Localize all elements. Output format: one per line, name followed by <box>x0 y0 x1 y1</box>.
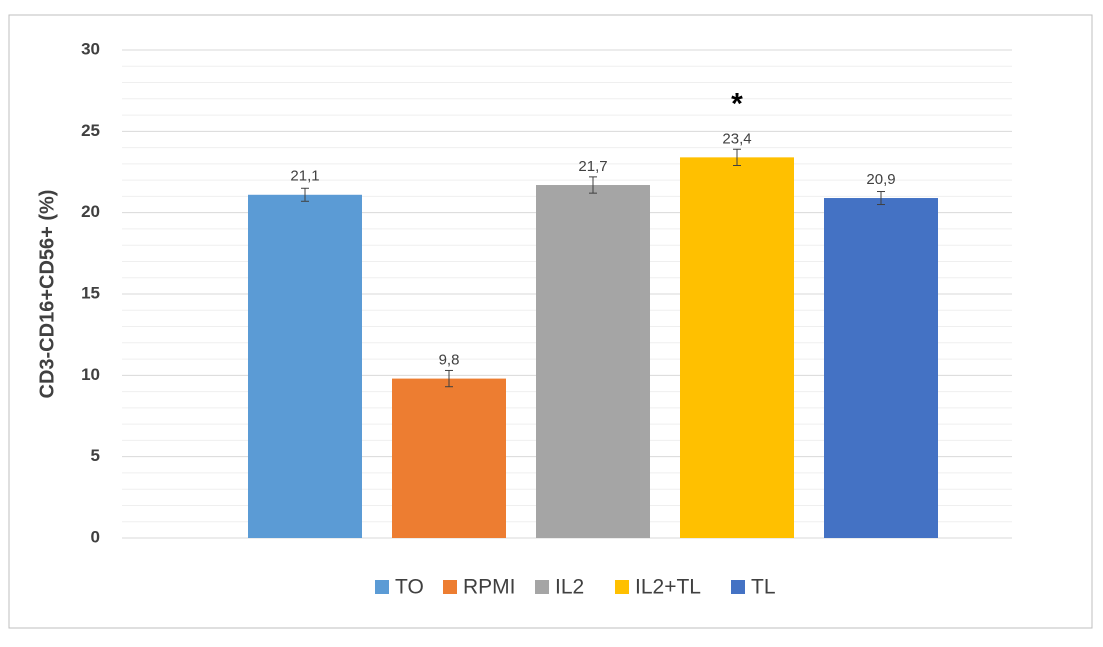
annotation: * <box>731 87 743 120</box>
value-label: 23,4 <box>722 130 751 147</box>
bar <box>248 194 362 539</box>
error-bar <box>445 369 453 388</box>
y-axis-label: CD3-CD16+CD56+ (%) <box>36 190 58 399</box>
bar <box>392 378 506 538</box>
value-label: 21,1 <box>290 168 319 185</box>
legend-label: IL2 <box>555 576 584 599</box>
value-label: 20,9 <box>866 171 895 188</box>
legend-swatch <box>615 580 629 594</box>
legend-label: RPMI <box>463 576 516 599</box>
bar <box>536 185 650 538</box>
bar <box>680 157 794 539</box>
error-bar <box>589 176 597 194</box>
legend-swatch <box>375 580 389 594</box>
value-label: 9,8 <box>439 352 460 369</box>
y-tick-label: 20 <box>81 202 100 221</box>
y-tick-label: 5 <box>91 446 100 465</box>
value-label: 21,7 <box>578 158 607 175</box>
y-tick-label: 25 <box>81 121 100 140</box>
y-tick-label: 10 <box>81 365 100 384</box>
error-bar <box>301 187 309 202</box>
bar <box>824 198 938 538</box>
y-tick-label: 0 <box>91 527 100 546</box>
y-tick-label: 15 <box>81 283 100 302</box>
y-tick-label: 30 <box>81 39 100 58</box>
legend-label: TO <box>395 576 424 599</box>
legend-label: TL <box>751 576 776 599</box>
legend-label: IL2+TL <box>635 576 701 599</box>
error-bar <box>877 191 885 206</box>
legend-swatch <box>535 580 549 594</box>
legend-swatch <box>731 580 745 594</box>
legend-swatch <box>443 580 457 594</box>
error-bar <box>733 148 741 166</box>
